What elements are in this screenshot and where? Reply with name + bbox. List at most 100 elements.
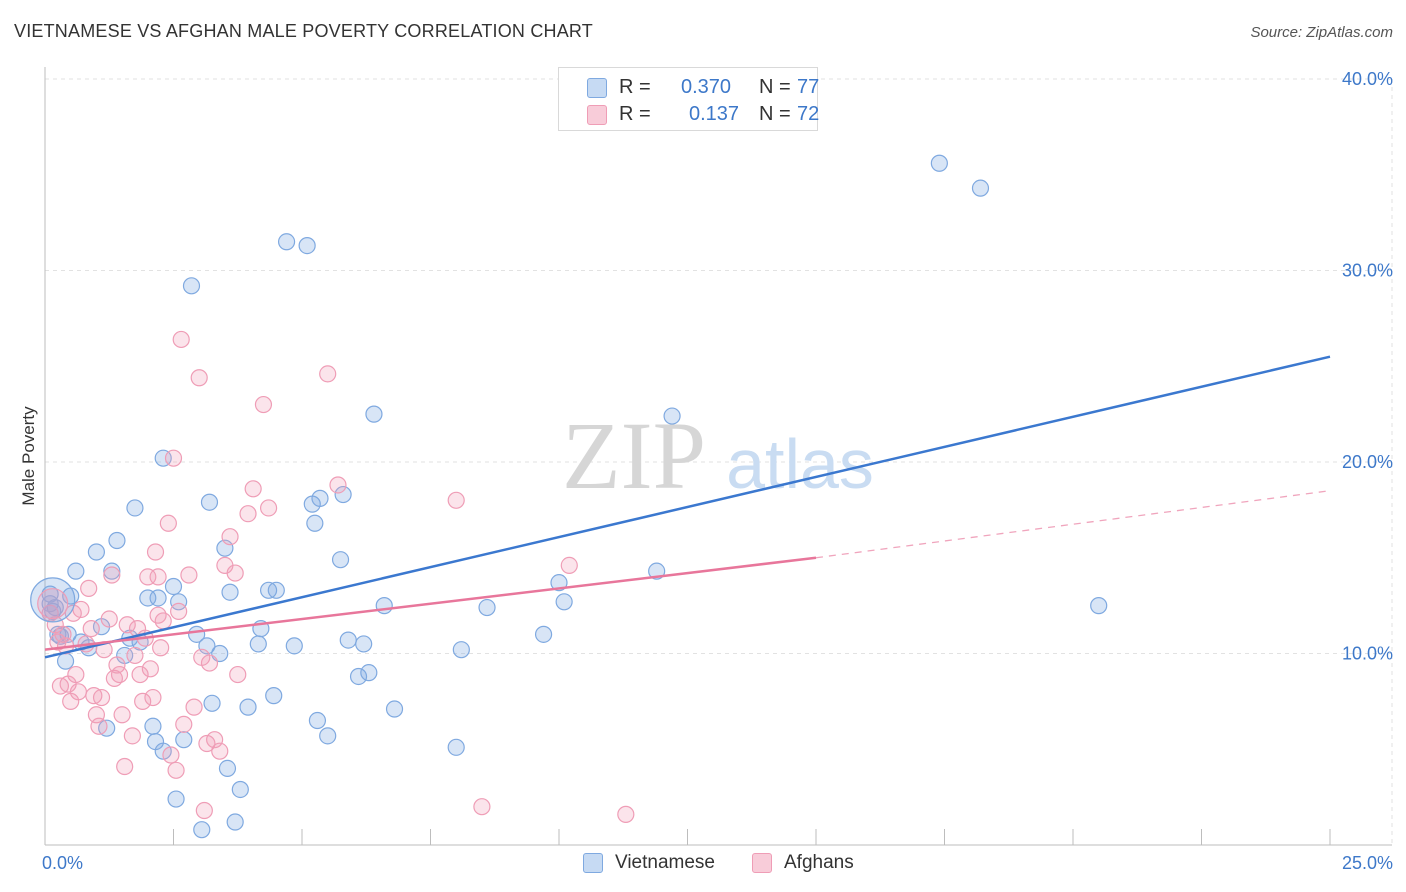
afghans-point: [118, 616, 136, 634]
afghans-point: [80, 579, 98, 597]
vietnamese-trend-line: [44, 355, 1331, 659]
vietnamese-point: [203, 694, 221, 712]
afghans-point: [172, 330, 190, 349]
data-points: [30, 154, 1108, 839]
afghans-point: [239, 505, 257, 523]
afghans-point: [221, 528, 239, 546]
vietnamese-point: [360, 664, 378, 682]
vietnamese-point: [311, 489, 329, 507]
vietnamese-point: [56, 652, 75, 670]
afghans-point: [90, 717, 108, 735]
vietnamese-point: [298, 237, 316, 255]
afghans-point: [108, 656, 126, 674]
vietnamese-point: [193, 821, 211, 839]
vietnamese-point: [663, 407, 681, 425]
vietnamese-point: [334, 485, 352, 504]
afghans-point: [113, 706, 131, 724]
vietnamese-cluster-point: [30, 577, 76, 623]
legend: R = 0.370 N = 77 R = 0.137 N = 72: [558, 67, 819, 131]
vietnamese-point: [277, 233, 296, 251]
legend-swatch-afghans: [587, 105, 607, 125]
vietnamese-point: [231, 780, 249, 799]
bottom-legend-swatch-vietnamese: [583, 853, 603, 873]
afghans-point: [152, 639, 170, 657]
tick-labels: 10.0% 20.0% 30.0% 40.0% 0.0% 25.0%: [42, 69, 1393, 873]
vietnamese-point: [154, 742, 172, 760]
afghans-point: [110, 665, 129, 684]
vietnamese-point: [339, 631, 357, 649]
afghans-point: [175, 715, 193, 733]
vietnamese-point: [355, 635, 373, 653]
afghans-point: [617, 805, 635, 823]
afghans-point: [195, 801, 213, 820]
vietnamese-point: [971, 179, 990, 197]
afghans-point: [69, 683, 88, 701]
afghans-point: [473, 798, 491, 816]
vietnamese-point: [447, 738, 465, 756]
afghans-point: [190, 369, 208, 387]
vietnamese-point: [550, 574, 568, 592]
afghans-point: [103, 566, 121, 584]
afghans-point: [146, 543, 165, 561]
vietnamese-point: [319, 727, 337, 745]
vietnamese-point: [930, 154, 948, 172]
legend-r-value: 0.370: [681, 76, 732, 98]
vietnamese-point: [167, 790, 185, 808]
vietnamese-point: [144, 717, 162, 735]
afghans-point: [200, 654, 219, 672]
afghans-point: [64, 604, 82, 622]
vietnamese-point: [285, 637, 303, 655]
afghans-point: [149, 568, 167, 586]
vietnamese-point: [175, 731, 193, 749]
vietnamese-point: [182, 277, 201, 295]
vietnamese-point: [126, 499, 144, 517]
vietnamese-point: [555, 593, 573, 611]
vietnamese-point: [149, 589, 167, 607]
x-tick-label: 0.0%: [42, 853, 83, 873]
y-tick-label: 20.0%: [1342, 452, 1393, 472]
afghans-point: [198, 734, 216, 753]
vietnamese-point: [200, 493, 219, 511]
legend-r-label: R =: [619, 76, 651, 98]
vietnamese-point: [267, 581, 285, 599]
afghans-point: [229, 665, 247, 684]
afghans-point: [185, 698, 203, 716]
vietnamese-point: [452, 641, 470, 659]
bottom-legend-label: Afghans: [784, 852, 854, 873]
vietnamese-point: [226, 813, 244, 831]
afghans-point: [126, 646, 144, 665]
afghans-point: [134, 692, 152, 710]
afghans-point: [259, 499, 278, 517]
afghans-point: [329, 476, 347, 494]
afghans-point: [100, 610, 118, 628]
bottom-legend-swatch-afghans: [752, 853, 772, 873]
vietnamese-point: [365, 405, 383, 423]
legend-n-label: N =: [759, 103, 791, 125]
afghans-point: [159, 514, 177, 532]
afghans-point: [154, 612, 172, 630]
afghans-trend-extension: [815, 490, 1331, 559]
vietnamese-point: [375, 597, 393, 615]
afghans-point: [162, 746, 180, 764]
afghans-point: [167, 761, 185, 779]
source-label: Source: ZipAtlas.com: [1250, 24, 1393, 41]
watermark-atlas: atlas: [726, 425, 874, 503]
axes: [44, 67, 1392, 846]
vietnamese-point: [218, 759, 237, 778]
vietnamese-point: [67, 562, 85, 580]
afghans-point: [254, 395, 273, 414]
afghans-point: [164, 449, 183, 467]
afghans-point: [319, 365, 337, 383]
watermark-zip: ZIP: [562, 402, 706, 509]
legend-r-label: R =: [619, 103, 651, 125]
vietnamese-point: [87, 543, 106, 561]
afghans-point: [92, 688, 111, 707]
vietnamese-point: [478, 598, 496, 617]
afghans-point: [226, 564, 244, 582]
afghans-point: [131, 665, 149, 684]
bottom-legend-label: Vietnamese: [615, 852, 715, 873]
afghans-point: [560, 556, 578, 575]
afghans-point: [72, 600, 90, 619]
vietnamese-point: [44, 602, 62, 620]
